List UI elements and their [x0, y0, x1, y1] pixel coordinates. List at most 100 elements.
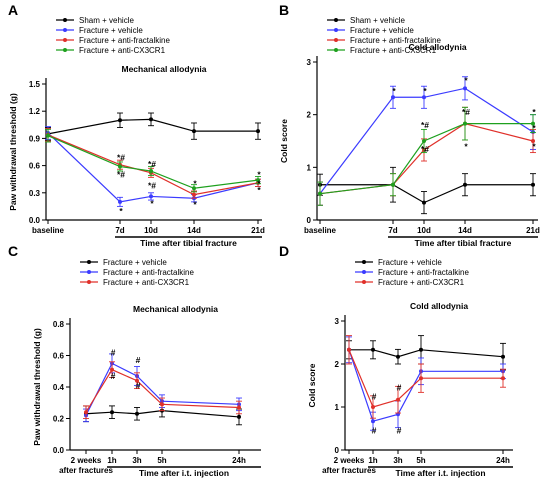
series-line	[47, 118, 258, 135]
data-point	[391, 182, 395, 187]
data-point	[463, 86, 467, 91]
y-tick-label: 0.2	[53, 415, 65, 424]
significance-mark: #	[136, 355, 141, 365]
data-point	[419, 376, 423, 381]
significance-mark: *	[532, 141, 536, 151]
data-point	[463, 182, 467, 187]
legend-label: Sham + vehicle	[350, 16, 405, 25]
legend-marker	[87, 270, 91, 274]
data-point	[463, 121, 467, 126]
significance-mark: *	[119, 206, 123, 216]
chart-title: Mechanical allodynia	[121, 64, 206, 74]
data-point	[160, 402, 164, 407]
data-point	[256, 178, 260, 183]
x-tick-label: 24h	[232, 456, 246, 465]
data-point	[110, 410, 114, 415]
legend-label: Fracture + anti-CX3CR1	[350, 46, 437, 55]
x-tick-label: 2 weeks after fractures	[59, 456, 113, 475]
x-tick-label: 7d	[115, 226, 124, 235]
panel-letter: C	[8, 243, 18, 259]
legend-marker	[362, 260, 366, 264]
data-point	[192, 186, 196, 191]
y-tick-label: 2	[307, 111, 312, 120]
data-point	[501, 354, 505, 359]
series-line	[319, 87, 534, 195]
legend-label: Fracture + vehicle	[79, 26, 143, 35]
significance-mark: #	[111, 371, 116, 381]
legend-label: Fracture + anti-CX3CR1	[103, 278, 190, 287]
data-point	[192, 192, 196, 197]
panel-letter: D	[279, 243, 289, 259]
y-tick-label: 3	[307, 58, 312, 67]
legend-marker	[63, 48, 67, 52]
x-tick-label: 1h	[368, 456, 377, 465]
x-axis-label: Time after tibial fracture	[415, 238, 512, 248]
data-point	[531, 121, 535, 126]
significance-mark: *	[464, 75, 468, 85]
y-tick-label: 0	[335, 446, 340, 455]
chart-title: Cold allodynia	[410, 301, 468, 311]
significance-mark: #	[372, 426, 377, 436]
y-tick-label: 1	[307, 163, 312, 172]
y-axis-label: Paw withdrawal threshold (g)	[8, 93, 18, 211]
significance-mark: *	[193, 200, 197, 210]
x-tick-label: 2 weeks after fractures	[322, 456, 376, 475]
y-axis-label: Paw withdrawal threshold (g)	[32, 328, 42, 446]
y-tick-label: 0	[307, 216, 312, 225]
legend-marker	[63, 18, 67, 22]
legend-marker	[334, 48, 338, 52]
legend-label: Fracture + anti-fractalkine	[378, 268, 469, 277]
significance-mark: *#	[148, 181, 156, 191]
legend-marker	[87, 260, 91, 264]
series-line	[320, 184, 533, 204]
legend-marker	[362, 280, 366, 284]
significance-mark: *	[257, 170, 261, 180]
data-point	[135, 378, 139, 383]
significance-mark: *	[423, 86, 427, 96]
data-point	[118, 118, 122, 123]
y-tick-label: 3	[335, 317, 340, 326]
data-point	[318, 191, 322, 196]
chart-title: Mechanical allodynia	[133, 304, 218, 314]
legend-marker	[87, 280, 91, 284]
data-point	[347, 347, 351, 352]
data-point	[84, 410, 88, 415]
legend-label: Fracture + vehicle	[350, 26, 414, 35]
series-line	[348, 349, 503, 422]
x-tick-label: 14d	[458, 226, 472, 235]
data-point	[391, 95, 395, 100]
data-point	[371, 347, 375, 352]
significance-mark: *#	[117, 170, 125, 180]
significance-mark: *#	[148, 159, 156, 169]
significance-mark: *	[193, 179, 197, 189]
legend-marker	[63, 28, 67, 32]
y-tick-label: 0.0	[29, 216, 41, 225]
data-point	[501, 376, 505, 381]
data-point	[135, 411, 139, 416]
significance-mark: *#	[421, 120, 429, 130]
data-point	[531, 139, 535, 143]
data-point	[237, 405, 241, 410]
legend-label: Fracture + anti-fractalkine	[350, 36, 441, 45]
significance-mark: *#	[421, 144, 429, 154]
panel-letter: A	[8, 2, 18, 18]
x-axis-label: Time after i.t. injection	[395, 468, 485, 478]
x-tick-label: 3h	[132, 456, 141, 465]
significance-mark: *	[257, 179, 261, 189]
x-tick-label: 24h	[496, 456, 510, 465]
legend-marker	[334, 18, 338, 22]
significance-mark: *	[532, 123, 536, 133]
x-tick-label: 5h	[416, 456, 425, 465]
data-point	[422, 200, 426, 205]
data-point	[110, 367, 114, 372]
y-tick-label: 0.4	[53, 383, 65, 392]
data-point	[46, 133, 50, 138]
y-tick-label: 0.0	[53, 446, 65, 455]
x-axis-label: Time after i.t. injection	[139, 468, 229, 478]
data-point	[118, 199, 122, 204]
